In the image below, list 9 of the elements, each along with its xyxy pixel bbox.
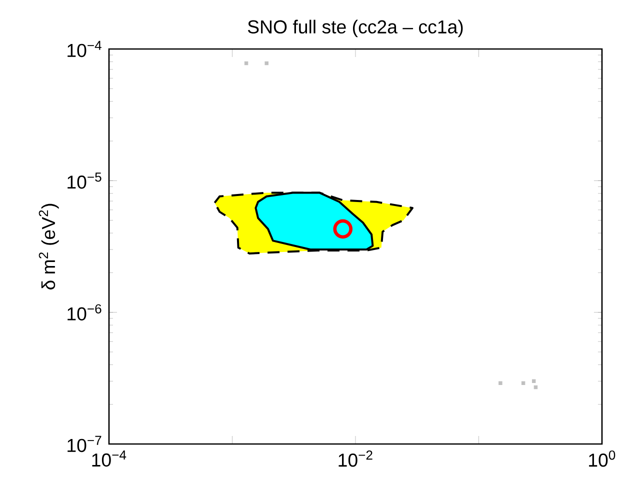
chart-title: SNO full ste (cc2a – cc1a) [248,20,463,38]
x-tick-label: 10$^{0}$ [589,450,616,467]
y-tick-label: 10$^{−6}$ [68,304,102,320]
x-tick-label: 10$^{−4}$ [92,450,126,467]
y-tick-label: 10$^{−5}$ [68,172,102,189]
y-axis-title: δ m$^{2}$ (eV$^{2}$) [38,204,59,290]
x-tick-label: 10$^{−2}$ [338,450,372,467]
y-tick-label: 10$^{−7}$ [68,436,102,452]
y-tick-label: 10$^{−4}$ [68,40,102,58]
